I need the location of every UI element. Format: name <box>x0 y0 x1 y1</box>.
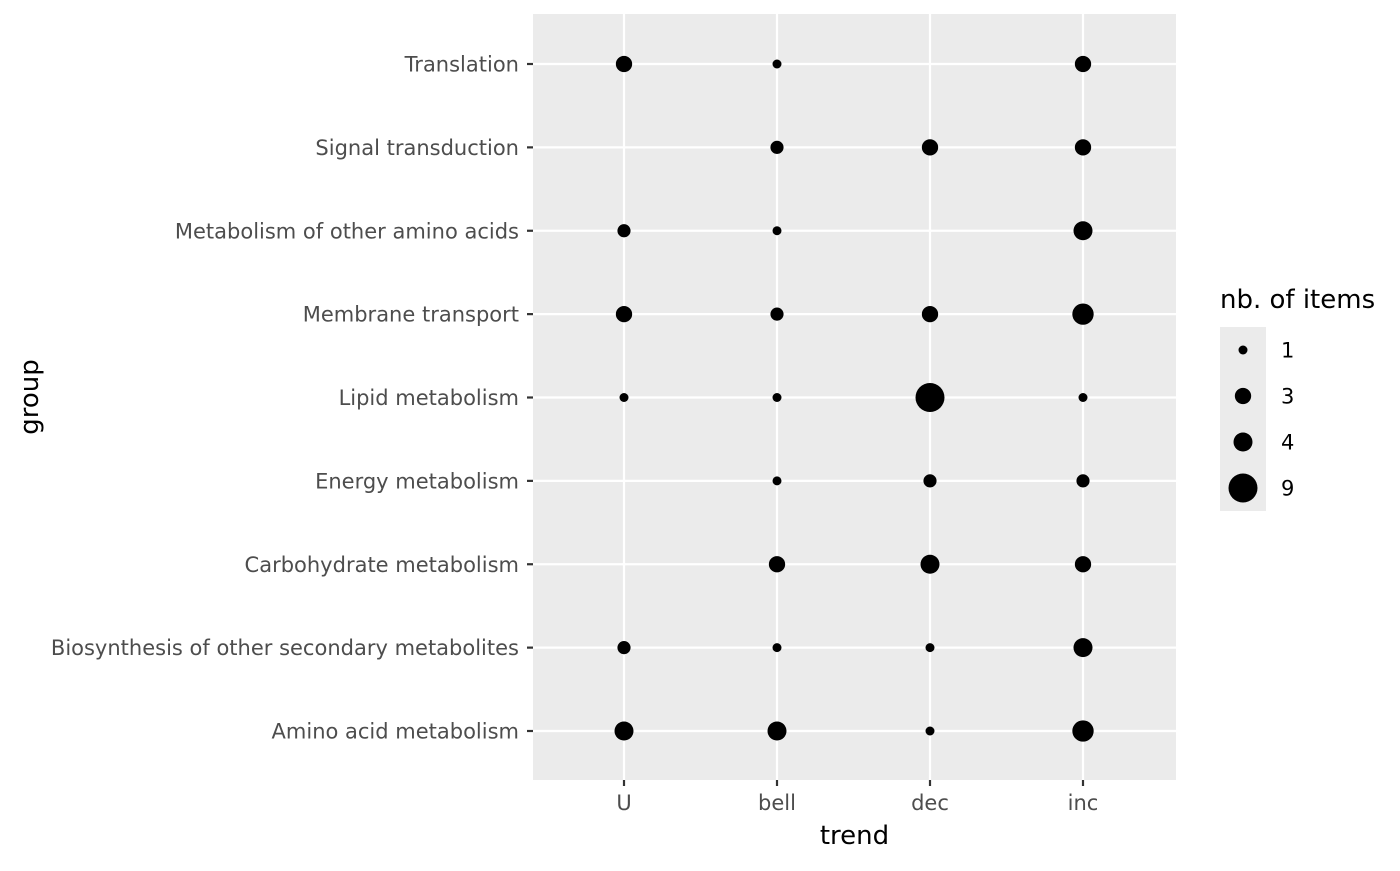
legend-key-symbol <box>1238 345 1248 355</box>
legend-entry-label: 9 <box>1281 477 1294 501</box>
x-axis-title: trend <box>820 821 889 851</box>
data-points <box>614 55 1094 742</box>
y-tick-label: Carbohydrate metabolism <box>245 553 519 577</box>
legend-key-symbol <box>1233 432 1253 452</box>
y-tick-label: Translation <box>404 53 519 77</box>
data-point <box>615 305 633 323</box>
y-tick-label: Biosynthesis of other secondary metaboli… <box>51 636 519 660</box>
data-point <box>619 393 629 402</box>
data-point <box>772 226 782 236</box>
data-point <box>617 224 631 238</box>
data-point <box>615 55 633 73</box>
data-point <box>772 393 782 402</box>
y-tick-label: Signal transduction <box>315 136 519 160</box>
data-point <box>772 59 782 69</box>
data-point <box>1074 139 1092 156</box>
data-point <box>1074 55 1092 73</box>
data-point <box>1073 638 1093 658</box>
data-point <box>1072 720 1094 742</box>
legend-entries: 1 3 4 9 <box>1228 339 1294 503</box>
data-point <box>1076 474 1090 488</box>
legend-key-symbol <box>1234 387 1252 405</box>
data-point <box>772 643 782 653</box>
data-point <box>915 383 945 412</box>
data-point <box>921 139 939 156</box>
data-point <box>1073 221 1093 241</box>
data-point <box>768 556 786 573</box>
y-tick-label: Amino acid metabolism <box>272 720 519 744</box>
data-point <box>1078 393 1088 402</box>
y-tick-label: Membrane transport <box>303 303 519 327</box>
x-tick-label: inc <box>1068 791 1099 815</box>
data-point <box>617 641 631 655</box>
y-tick-label: Metabolism of other amino acids <box>175 219 519 243</box>
x-tick-label: U <box>616 791 631 815</box>
data-point <box>767 721 787 741</box>
data-point <box>925 726 935 736</box>
y-tick-label: Lipid metabolism <box>339 386 519 410</box>
data-point <box>923 474 937 488</box>
data-point <box>925 643 935 653</box>
y-axis-title: group <box>15 359 45 435</box>
y-axis: Amino acid metabolism Biosynthesis of oth… <box>51 53 533 744</box>
data-point <box>921 305 939 323</box>
x-tick-label: dec <box>911 791 949 815</box>
y-tick-label: Energy metabolism <box>315 469 519 493</box>
data-point <box>920 554 940 574</box>
data-point <box>1072 303 1094 325</box>
data-point <box>772 476 782 486</box>
legend-entry-label: 1 <box>1281 339 1294 363</box>
legend-entry-label: 3 <box>1281 385 1294 409</box>
legend-title: nb. of items <box>1220 285 1375 315</box>
legend-entry-label: 4 <box>1281 431 1294 455</box>
data-point <box>770 307 784 321</box>
size-legend: nb. of items 1 3 4 9 <box>1220 285 1375 511</box>
data-point <box>1074 556 1092 573</box>
legend-key-symbol <box>1228 473 1258 503</box>
data-point <box>770 140 784 154</box>
data-point <box>614 721 634 741</box>
x-tick-label: bell <box>758 791 796 815</box>
